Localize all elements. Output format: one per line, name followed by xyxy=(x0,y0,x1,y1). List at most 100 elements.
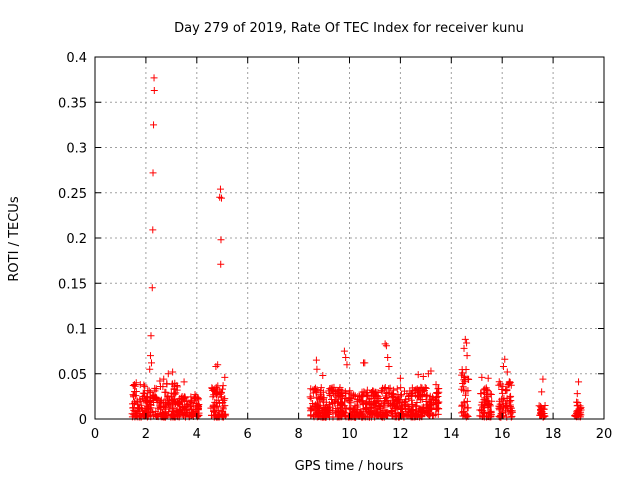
data-point xyxy=(486,401,494,409)
data-point xyxy=(503,368,511,376)
data-point xyxy=(221,395,229,403)
data-point xyxy=(506,403,514,411)
y-tick-label: 0 xyxy=(79,413,87,428)
data-point xyxy=(360,400,368,408)
data-point xyxy=(331,388,339,396)
data-point xyxy=(316,407,324,415)
data-point xyxy=(463,339,471,347)
x-tick-label: 6 xyxy=(244,427,252,442)
data-point xyxy=(333,409,341,417)
data-point xyxy=(147,359,155,367)
data-point xyxy=(309,389,317,397)
data-point xyxy=(378,410,386,418)
data-point xyxy=(397,392,405,400)
data-point xyxy=(214,396,222,404)
data-point xyxy=(422,384,430,392)
data-point xyxy=(322,398,330,406)
data-point xyxy=(185,406,193,414)
data-point xyxy=(317,392,325,400)
data-point xyxy=(384,353,392,361)
data-point xyxy=(169,368,177,376)
data-point xyxy=(187,393,195,401)
x-tick-label: 8 xyxy=(294,427,302,442)
data-point xyxy=(460,374,468,382)
data-point xyxy=(194,396,202,404)
data-point xyxy=(150,121,158,129)
data-point xyxy=(342,389,350,397)
data-point xyxy=(354,401,362,409)
data-point xyxy=(409,410,417,418)
data-point xyxy=(194,412,202,420)
data-point xyxy=(157,397,165,405)
data-point xyxy=(484,374,492,382)
data-point xyxy=(368,388,376,396)
data-point xyxy=(350,412,358,420)
data-point xyxy=(150,74,158,82)
data-point xyxy=(476,412,484,420)
data-point xyxy=(347,404,355,412)
data-point xyxy=(365,408,373,416)
data-point xyxy=(499,363,507,371)
data-point xyxy=(575,378,583,386)
data-point xyxy=(423,391,431,399)
data-point xyxy=(143,398,151,406)
data-point xyxy=(132,379,140,387)
data-point xyxy=(214,382,222,390)
data-point xyxy=(212,391,220,399)
data-point xyxy=(217,260,225,268)
data-point xyxy=(142,399,150,407)
data-point xyxy=(195,404,203,412)
data-point xyxy=(503,395,511,403)
data-point xyxy=(190,409,198,417)
data-point xyxy=(159,402,167,410)
data-point xyxy=(503,402,511,410)
data-point xyxy=(144,405,152,413)
data-point xyxy=(131,382,139,390)
data-point xyxy=(130,391,138,399)
data-point xyxy=(163,380,171,388)
data-point xyxy=(365,408,373,416)
x-tick-label: 16 xyxy=(494,427,511,442)
data-point xyxy=(401,405,409,413)
data-point xyxy=(315,404,323,412)
data-point xyxy=(150,411,158,419)
data-point xyxy=(158,409,166,417)
data-point xyxy=(130,411,138,419)
data-point xyxy=(216,185,224,193)
data-point xyxy=(396,374,404,382)
data-point xyxy=(337,400,345,408)
data-point xyxy=(167,392,175,400)
data-point xyxy=(465,376,473,384)
data-point xyxy=(336,412,344,420)
data-point xyxy=(486,402,494,410)
data-point xyxy=(156,400,164,408)
data-point xyxy=(328,384,336,392)
data-point xyxy=(174,407,182,415)
data-point xyxy=(162,388,170,396)
data-point xyxy=(175,398,183,406)
data-point xyxy=(381,340,389,348)
data-point xyxy=(376,403,384,411)
x-tick-label: 0 xyxy=(91,427,99,442)
data-point xyxy=(495,404,503,412)
data-point xyxy=(146,352,154,360)
data-point xyxy=(189,411,197,419)
data-point xyxy=(396,399,404,407)
y-tick-label: 0.05 xyxy=(58,368,87,383)
data-point xyxy=(382,342,390,350)
data-point xyxy=(214,412,222,420)
data-point xyxy=(458,402,466,410)
data-point xyxy=(137,397,145,405)
data-point xyxy=(168,380,176,388)
data-point xyxy=(387,391,395,399)
data-point xyxy=(163,395,171,403)
data-point xyxy=(313,365,321,373)
data-point xyxy=(382,392,390,400)
data-point xyxy=(326,392,334,400)
data-point xyxy=(160,375,168,383)
data-point xyxy=(209,393,217,401)
data-point xyxy=(478,373,486,381)
data-point xyxy=(460,398,468,406)
data-point xyxy=(409,407,417,415)
data-point xyxy=(400,387,408,395)
